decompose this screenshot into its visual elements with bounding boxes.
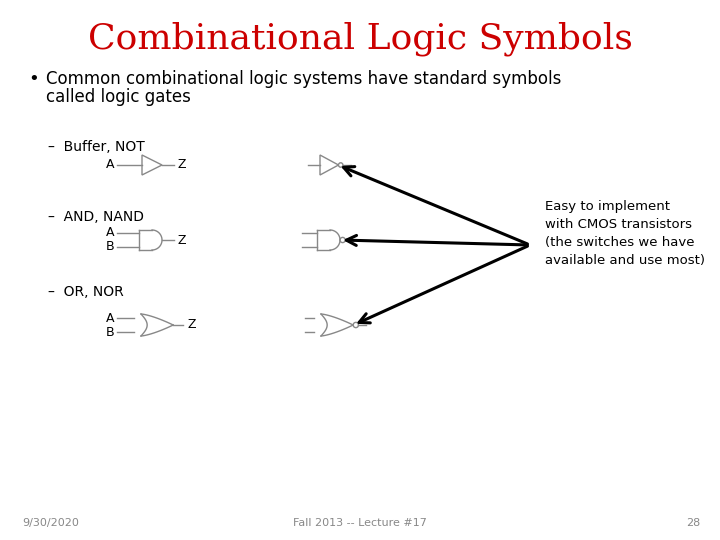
Text: B: B <box>106 240 114 253</box>
Text: Fall 2013 -- Lecture #17: Fall 2013 -- Lecture #17 <box>293 518 427 528</box>
Text: –  AND, NAND: – AND, NAND <box>48 210 144 224</box>
Text: 9/30/2020: 9/30/2020 <box>22 518 79 528</box>
Text: 28: 28 <box>685 518 700 528</box>
Text: Z: Z <box>178 233 186 246</box>
Text: Z: Z <box>187 319 196 332</box>
Text: Combinational Logic Symbols: Combinational Logic Symbols <box>88 22 632 57</box>
Text: Common combinational logic systems have standard symbols: Common combinational logic systems have … <box>46 70 562 88</box>
Text: B: B <box>106 326 114 339</box>
Text: •: • <box>28 70 39 88</box>
Text: –  OR, NOR: – OR, NOR <box>48 285 124 299</box>
Text: –  Buffer, NOT: – Buffer, NOT <box>48 140 145 154</box>
Text: called logic gates: called logic gates <box>46 88 191 106</box>
Text: Z: Z <box>178 159 186 172</box>
Text: A: A <box>106 226 114 240</box>
Text: A: A <box>106 159 114 172</box>
Text: Easy to implement
with CMOS transistors
(the switches we have
available and use : Easy to implement with CMOS transistors … <box>545 200 705 267</box>
Text: A: A <box>106 312 114 325</box>
